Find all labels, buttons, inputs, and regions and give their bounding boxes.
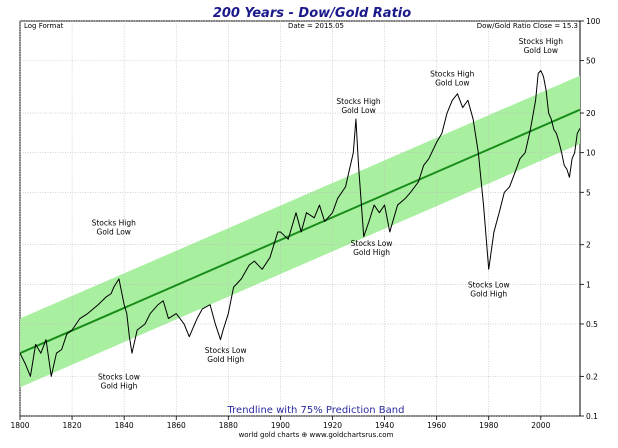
subtitle-center: Date = 2015.05: [288, 22, 344, 30]
x-tick-label: 1880: [219, 421, 238, 430]
annotation-line: Gold High: [353, 248, 390, 257]
y-axis-ticks: 100 50 20 10 5 2 1 0.5 0.2 0.1: [580, 17, 601, 421]
annotation-line: Stocks High: [430, 69, 475, 78]
subtitle-right: Dow/Gold Ratio Close = 15.3: [477, 22, 578, 30]
annotation-line: Gold Low: [435, 78, 469, 87]
grid-lines: [19, 20, 580, 417]
x-tick-label: 1860: [167, 421, 186, 430]
y-tick-label: 20: [586, 109, 596, 118]
annotation-line: Gold High: [101, 381, 138, 390]
y-tick-label: 5: [586, 188, 591, 197]
x-tick-label: 1960: [427, 421, 446, 430]
annotation-line: Stocks Low: [468, 280, 510, 289]
chart-title: 200 Years - Dow/Gold Ratio: [213, 6, 411, 21]
annotation-line: Gold Low: [341, 106, 375, 115]
dow-gold-ratio-line: [19, 70, 581, 377]
x-tick-label: 1820: [63, 421, 82, 430]
x-tick-label: 1800: [10, 421, 29, 430]
y-tick-label: 10: [586, 149, 596, 158]
trend-line: [19, 108, 581, 355]
y-tick-label: 0.1: [586, 412, 598, 421]
annotation-line: Stocks High: [92, 218, 137, 227]
y-tick-label: 2: [586, 241, 591, 250]
x-axis-ticks: 1800 1820 1840 1860 1880 1900 1920 1940 1960 1980…: [10, 416, 551, 430]
x-tick-label: 1900: [271, 421, 290, 430]
x-tick-label: 1840: [115, 421, 134, 430]
y-tick-label: 0.5: [586, 320, 598, 329]
x-tick-label: 2000: [531, 421, 550, 430]
y-tick-label: 0.2: [586, 372, 598, 381]
annotation-line: Stocks High: [519, 37, 564, 46]
x-tick-label: 1920: [323, 421, 342, 430]
chart-caption: Trendline with 75% Prediction Band: [227, 405, 405, 416]
annotation-line: Stocks Low: [351, 239, 393, 248]
chart-credit: world gold charts ⊕ www.goldchartsrus.co…: [239, 431, 394, 439]
y-tick-label: 100: [586, 17, 601, 26]
annotation-line: Gold Low: [97, 227, 131, 236]
annotation-line: Gold High: [470, 289, 507, 298]
subtitle-left: Log Format: [24, 22, 64, 30]
annotation-line: Gold High: [207, 355, 244, 364]
annotation-line: Stocks Low: [205, 346, 247, 355]
x-tick-label: 1980: [479, 421, 498, 430]
annotation-line: Stocks High: [336, 97, 381, 106]
y-tick-label: 1: [586, 280, 591, 289]
annotation-line: Stocks Low: [98, 372, 140, 381]
y-tick-label: 50: [586, 57, 596, 66]
x-tick-label: 1940: [375, 421, 394, 430]
annotation-line: Gold Low: [524, 46, 558, 55]
